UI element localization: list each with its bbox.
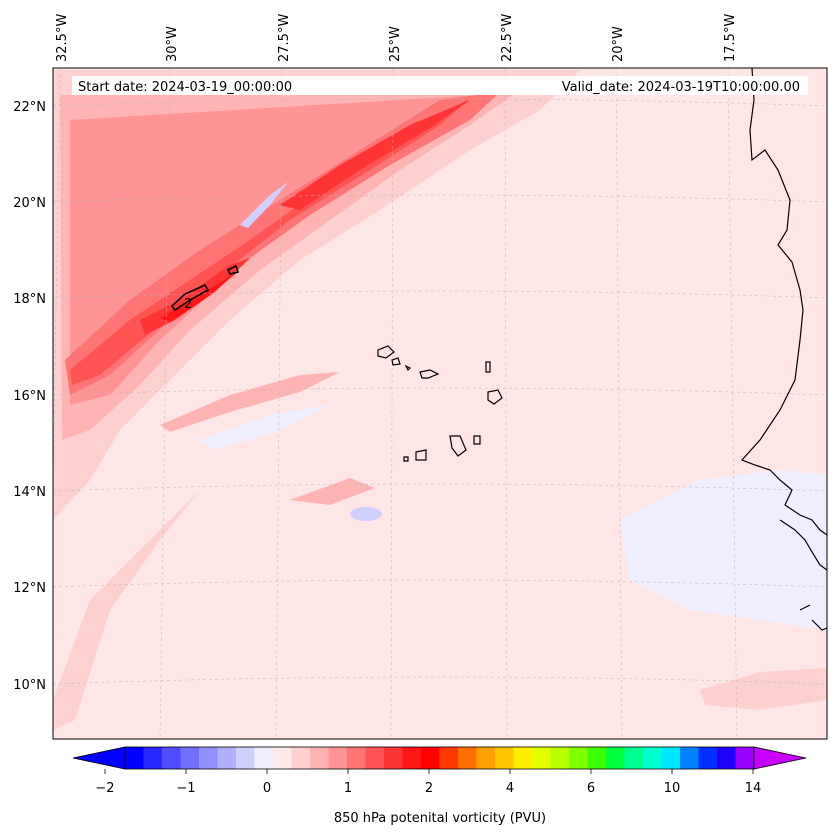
colorbar-cell bbox=[476, 747, 496, 769]
colorbar-cell bbox=[384, 747, 403, 769]
colorbar-label: 850 hPa potenital vorticity (PVU) bbox=[334, 811, 546, 826]
coastline-africa-south bbox=[779, 519, 827, 631]
colorbar-tick-label: 2 bbox=[425, 781, 433, 796]
cape-verde-islands bbox=[377, 345, 503, 462]
contour-label: 2 bbox=[184, 297, 192, 312]
colorbar-cell bbox=[495, 747, 514, 769]
colorbar-cell bbox=[513, 747, 533, 769]
pv-positive-southeast bbox=[700, 668, 827, 710]
lon-tick-30w: 30°W bbox=[165, 26, 180, 62]
colorbar-cell bbox=[254, 747, 274, 769]
pv-field: 2 bbox=[53, 68, 827, 739]
colorbar-tick-label: −2 bbox=[95, 781, 114, 796]
lon-tick-27-5w: 27.5°W bbox=[277, 14, 292, 62]
lat-tick-18n: 18°N bbox=[13, 292, 46, 307]
longitude-ticks: 32.5°W 30°W 27.5°W 25°W 22.5°W 20°W 17.5… bbox=[55, 14, 738, 62]
colorbar-cell bbox=[569, 747, 588, 769]
colorbar-cell bbox=[439, 747, 459, 769]
pv-negative-patch bbox=[350, 507, 382, 521]
pv-band-south bbox=[160, 372, 340, 432]
colorbar-cell bbox=[217, 747, 237, 769]
colorbar-cell bbox=[310, 747, 329, 769]
pv-negative-south bbox=[200, 405, 330, 450]
pv-band-tail bbox=[53, 490, 200, 730]
map-frame bbox=[52, 67, 828, 740]
colorbar-cell bbox=[347, 747, 366, 769]
colorbar-cell bbox=[624, 747, 644, 769]
pv-contour-level-3 bbox=[70, 95, 480, 405]
colorbar-cell bbox=[698, 747, 718, 769]
valid-date-label: Valid_date: 2024-03-19T10:00:00.00 bbox=[562, 80, 800, 95]
lon-tick-20w: 20°W bbox=[611, 26, 626, 62]
colorbar-cell bbox=[402, 747, 422, 769]
graticule bbox=[53, 68, 827, 739]
lat-tick-14n: 14°N bbox=[13, 485, 46, 500]
pv-contour-line-2 bbox=[170, 283, 210, 312]
colorbar-cell bbox=[661, 747, 681, 769]
colorbar-tick-label: 14 bbox=[745, 781, 762, 796]
colorbar-cell bbox=[180, 747, 200, 769]
colorbar-cell bbox=[199, 747, 218, 769]
lon-tick-22-5w: 22.5°W bbox=[500, 14, 515, 62]
colorbar-tick-label: 4 bbox=[506, 781, 514, 796]
colorbar-tick-label: −1 bbox=[176, 781, 195, 796]
colorbar-extend-low bbox=[72, 746, 126, 770]
colorbar-cell bbox=[587, 747, 607, 769]
colorbar-cell bbox=[421, 747, 440, 769]
pv-negative-west-coast bbox=[620, 470, 827, 630]
colorbar-cell bbox=[236, 747, 255, 769]
lat-tick-22n: 22°N bbox=[13, 100, 46, 115]
pv-negative-ridge bbox=[240, 182, 288, 228]
colorbar-cell bbox=[606, 747, 625, 769]
pv-contour-level-8 bbox=[160, 270, 240, 322]
colorbar-cell bbox=[143, 747, 163, 769]
colorbar-cell bbox=[162, 747, 181, 769]
lon-tick-32-5w: 32.5°W bbox=[55, 14, 70, 62]
colorbar-cell bbox=[532, 747, 551, 769]
colorbar-tick-label: 0 bbox=[263, 781, 271, 796]
latitude-ticks: 22°N 20°N 18°N 16°N 14°N 12°N 10°N bbox=[13, 100, 46, 693]
colorbar-extend-high bbox=[753, 746, 807, 770]
colorbar-cell bbox=[680, 747, 699, 769]
lat-tick-20n: 20°N bbox=[13, 196, 46, 211]
colorbar-cell bbox=[735, 747, 755, 769]
pv-contour-level-7 bbox=[280, 100, 470, 210]
lon-tick-17-5w: 17.5°W bbox=[723, 14, 738, 62]
lat-tick-10n: 10°N bbox=[13, 678, 46, 693]
colorbar-cell bbox=[717, 747, 736, 769]
info-bar bbox=[72, 76, 808, 95]
coastline-africa bbox=[740, 68, 827, 536]
pv-contour-line-2b bbox=[226, 264, 240, 275]
colorbar-cell bbox=[328, 747, 348, 769]
colorbar-tick-label: 6 bbox=[587, 781, 595, 796]
colorbar-tick-label: 1 bbox=[344, 781, 352, 796]
lat-tick-12n: 12°N bbox=[13, 581, 46, 596]
colorbar-frame bbox=[124, 746, 755, 770]
colorbar-cell bbox=[550, 747, 570, 769]
colorbar-cell bbox=[643, 747, 662, 769]
colorbar-cell bbox=[458, 747, 477, 769]
lat-tick-16n: 16°N bbox=[13, 389, 46, 404]
pv-band-south-2 bbox=[290, 478, 375, 505]
colorbar-cell bbox=[273, 747, 292, 769]
colorbar: −2 −1 0 1 2 4 6 10 14 850 hPa potenital vorticit… bbox=[72, 746, 807, 826]
colorbar-cell bbox=[291, 747, 311, 769]
colorbar-tick-label: 10 bbox=[664, 781, 681, 796]
start-date-label: Start date: 2024-03-19_00:00:00 bbox=[78, 80, 292, 95]
colorbar-cells bbox=[125, 747, 755, 769]
lon-tick-25w: 25°W bbox=[388, 26, 403, 62]
colorbar-cell bbox=[125, 747, 144, 769]
map-panel: 2 Start date: 2024-03-19_00:00:00 Va bbox=[52, 67, 828, 740]
colorbar-ticks: −2 −1 0 1 2 4 6 10 14 bbox=[95, 769, 761, 796]
colorbar-cell bbox=[365, 747, 385, 769]
